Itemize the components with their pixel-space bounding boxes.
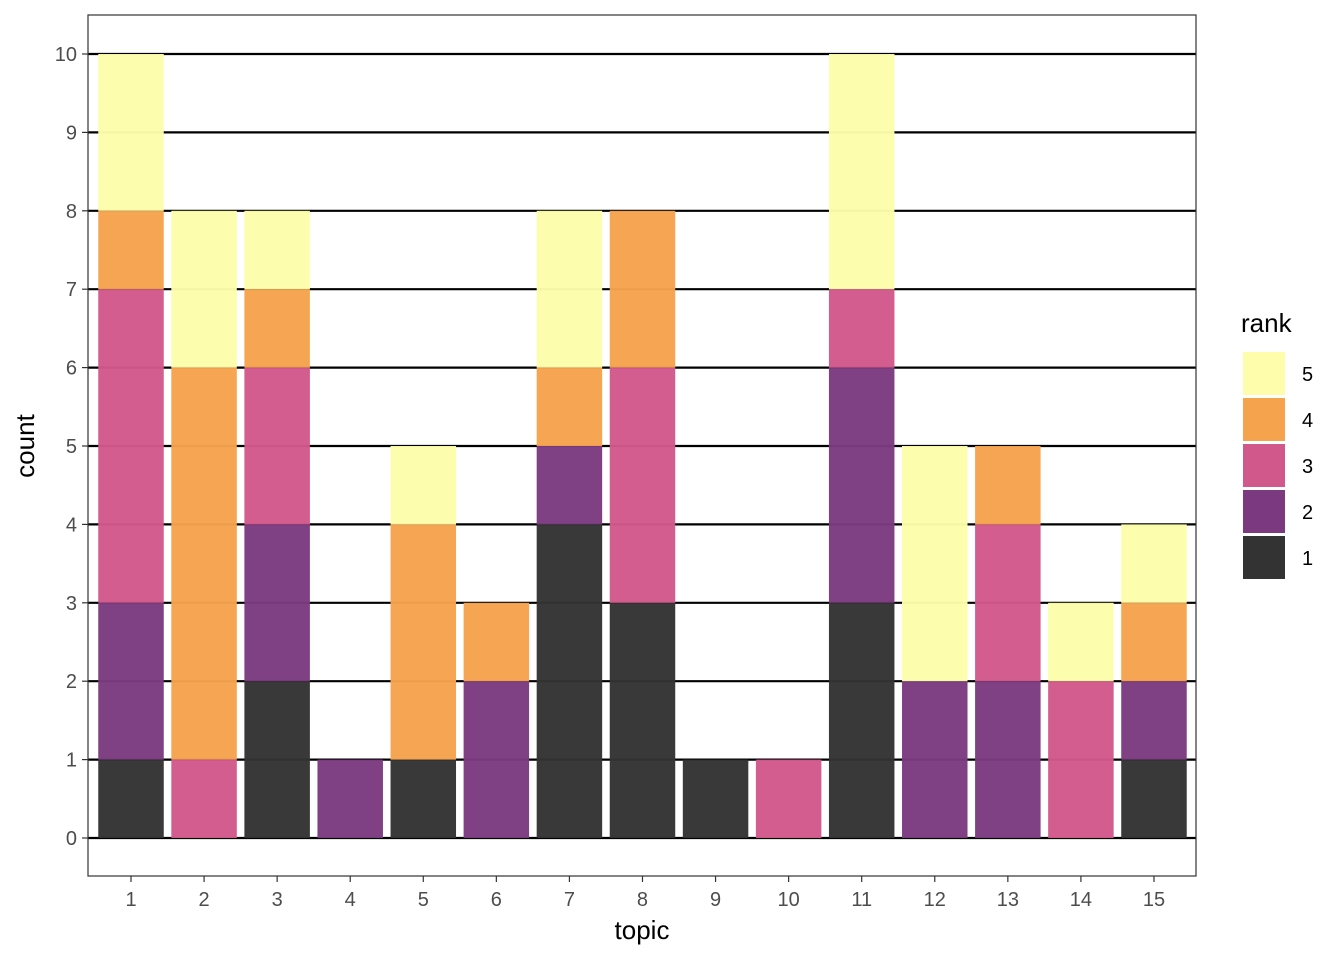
- bar-segment-topic-2-rank-4: [171, 367, 237, 760]
- x-tick-label: 14: [1070, 889, 1092, 911]
- x-tick-label: 12: [924, 889, 946, 911]
- y-tick-label: 9: [66, 122, 77, 144]
- bar-segment-topic-3-rank-5: [244, 210, 310, 290]
- y-axis: 0 1 2 3 4 5 6 7 8 9 10: [55, 44, 88, 850]
- bar-segment-topic-1-rank-1: [98, 759, 164, 838]
- y-axis-title: count: [10, 413, 40, 477]
- x-tick-label: 15: [1143, 889, 1165, 911]
- bar-segment-topic-11-rank-5: [828, 54, 895, 290]
- bar-segment-topic-15-rank-5: [1121, 524, 1187, 603]
- bar-segment-topic-14-rank-3: [1048, 681, 1114, 838]
- bar-segment-topic-10-rank-3: [755, 759, 822, 838]
- legend-key-rank-5: [1243, 352, 1285, 395]
- bar-segment-topic-3-rank-1: [244, 681, 310, 838]
- bar-segment-topic-15-rank-2: [1121, 681, 1187, 760]
- y-tick-label: 2: [66, 671, 77, 693]
- bar-segment-topic-13-rank-2: [975, 681, 1041, 838]
- legend-label: 1: [1302, 548, 1313, 570]
- bar-segment-topic-2-rank-5: [171, 210, 237, 368]
- x-tick-label: 3: [272, 889, 283, 911]
- bar-segment-topic-8-rank-3: [609, 367, 676, 603]
- bar-segment-topic-1-rank-5: [98, 54, 164, 211]
- x-tick-label: 9: [710, 889, 721, 911]
- x-tick-label: 8: [637, 889, 648, 911]
- bar-segment-topic-5-rank-5: [390, 446, 457, 525]
- legend-key-rank-1: [1243, 536, 1285, 579]
- y-tick-label: 10: [55, 44, 77, 66]
- bar-segment-topic-1-rank-2: [98, 602, 164, 760]
- bar-segment-topic-8-rank-1: [609, 602, 676, 838]
- y-tick-label: 8: [66, 201, 77, 223]
- bar-segment-topic-11-rank-3: [828, 289, 895, 368]
- x-tick-label: 13: [997, 889, 1019, 911]
- bar-segment-topic-3-rank-2: [244, 524, 310, 682]
- bar-segment-topic-3-rank-3: [244, 367, 310, 525]
- bar-segment-topic-11-rank-2: [828, 367, 895, 603]
- y-tick-label: 1: [66, 750, 77, 772]
- bar-segment-topic-15-rank-4: [1121, 602, 1187, 682]
- bar-segment-topic-9-rank-1: [682, 759, 749, 838]
- x-tick-label: 11: [851, 889, 872, 911]
- legend-key-rank-3: [1243, 444, 1285, 487]
- bar-segment-topic-12-rank-2: [902, 681, 968, 838]
- bar-segment-topic-7-rank-4: [536, 367, 603, 446]
- bar-segment-topic-12-rank-5: [902, 446, 968, 682]
- y-tick-label: 3: [66, 593, 77, 615]
- x-tick-label: 10: [778, 889, 800, 911]
- x-tick-label: 6: [491, 889, 502, 911]
- x-tick-label: 7: [564, 889, 575, 911]
- x-axis-title: topic: [615, 915, 670, 945]
- bar-segment-topic-5-rank-4: [390, 524, 457, 760]
- legend-key-rank-2: [1243, 490, 1285, 533]
- bar-segment-topic-2-rank-3: [171, 759, 237, 838]
- legend-label: 5: [1302, 364, 1313, 386]
- legend-title: rank: [1241, 308, 1293, 338]
- bar-segment-topic-8-rank-4: [609, 210, 676, 368]
- legend: rank 5 4 3 2 1: [1241, 308, 1313, 579]
- legend-label: 4: [1302, 410, 1313, 432]
- bar-segment-topic-6-rank-2: [463, 681, 530, 838]
- bar-segment-topic-15-rank-1: [1121, 759, 1187, 838]
- bar-segment-topic-3-rank-4: [244, 289, 310, 368]
- y-tick-label: 4: [66, 514, 77, 536]
- bar-segment-topic-6-rank-4: [463, 602, 530, 682]
- bar-segment-topic-13-rank-4: [975, 446, 1041, 525]
- y-tick-label: 7: [66, 279, 77, 301]
- bar-segment-topic-13-rank-3: [975, 524, 1041, 682]
- x-tick-label: 4: [345, 889, 356, 911]
- x-axis: 1 2 3 4 5 6 7 8 9 10 11 12 13 14 15: [125, 876, 1165, 911]
- x-tick-label: 5: [418, 889, 429, 911]
- bars: [98, 54, 1187, 838]
- bar-segment-topic-7-rank-5: [536, 210, 603, 368]
- legend-label: 3: [1302, 456, 1313, 478]
- bar-segment-topic-14-rank-5: [1048, 602, 1114, 682]
- y-tick-label: 5: [66, 436, 77, 458]
- x-tick-label: 1: [125, 889, 136, 911]
- legend-label: 2: [1302, 502, 1313, 524]
- y-tick-label: 6: [66, 358, 77, 380]
- y-tick-label: 0: [66, 828, 77, 850]
- x-tick-label: 2: [199, 889, 210, 911]
- bar-segment-topic-1-rank-3: [98, 289, 164, 603]
- bar-segment-topic-1-rank-4: [98, 210, 164, 290]
- legend-key-rank-4: [1243, 398, 1285, 441]
- bar-segment-topic-5-rank-1: [390, 759, 457, 838]
- bar-segment-topic-4-rank-2: [317, 759, 383, 838]
- bar-segment-topic-7-rank-2: [536, 446, 603, 525]
- bar-segment-topic-11-rank-1: [828, 602, 895, 838]
- bar-segment-topic-7-rank-1: [536, 524, 603, 838]
